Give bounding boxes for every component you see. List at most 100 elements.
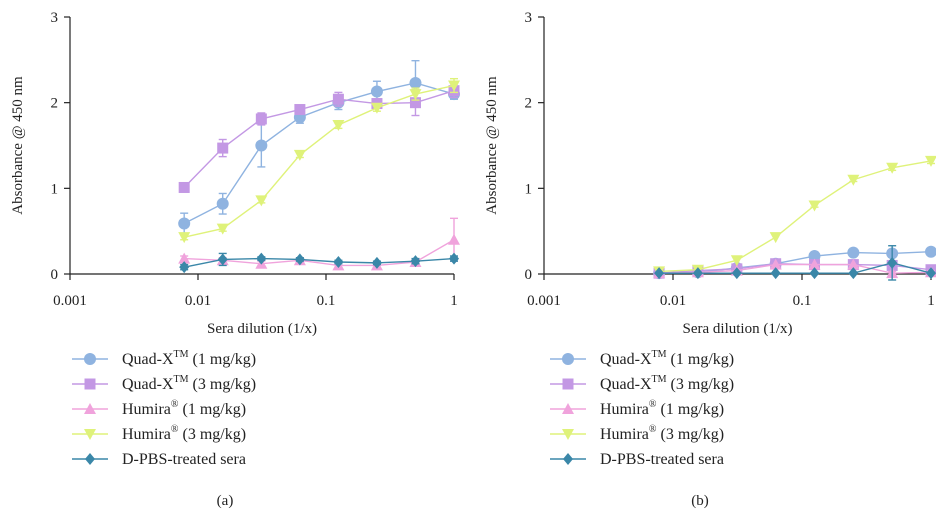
series-line bbox=[183, 82, 455, 225]
x-axis-title: Sera dilution (1/x) bbox=[207, 321, 317, 337]
legend-item: Quad-XTM (1 mg/kg) bbox=[72, 349, 256, 368]
legend-series-name: Humira bbox=[600, 426, 649, 443]
legend-label: Humira® (3 mg/kg) bbox=[600, 424, 724, 443]
y-tick-label: 3 bbox=[525, 10, 533, 26]
legend-item: D-PBS-treated sera bbox=[72, 451, 246, 468]
legend-superscript: TM bbox=[174, 374, 189, 385]
legend-superscript: TM bbox=[652, 374, 667, 385]
data-point bbox=[294, 104, 306, 116]
legend-dose: (1 mg/kg) bbox=[667, 351, 735, 368]
legend-label: Humira® (3 mg/kg) bbox=[122, 424, 246, 443]
legend-label: Quad-XTM (1 mg/kg) bbox=[122, 349, 256, 368]
legend-series-name: Quad-X bbox=[600, 376, 652, 393]
legend-dose: (1 mg/kg) bbox=[178, 401, 246, 418]
data-point bbox=[178, 181, 190, 193]
legend-dose: (1 mg/kg) bbox=[656, 401, 724, 418]
legend-label: Quad-XTM (1 mg/kg) bbox=[600, 349, 734, 368]
series-line bbox=[659, 160, 932, 273]
panel-b: 0 1 2 3 0.001 0.01 0.1 1 Absorbance @ 450 nm Sera… bbox=[484, 10, 936, 509]
data-point bbox=[887, 256, 898, 269]
series-line bbox=[184, 239, 455, 267]
legend-series-name: Quad-X bbox=[600, 351, 652, 368]
x-tick-label: 0.1 bbox=[793, 293, 812, 309]
legend-series-name: Humira bbox=[122, 401, 171, 418]
data-point bbox=[847, 246, 860, 259]
legend-item: Quad-XTM (3 mg/kg) bbox=[550, 374, 734, 393]
legend-item: Humira® (3 mg/kg) bbox=[550, 424, 724, 443]
data-point bbox=[255, 195, 268, 207]
data-point bbox=[769, 258, 782, 270]
legend-dose: (3 mg/kg) bbox=[189, 376, 257, 393]
legend-swatch-marker bbox=[84, 353, 96, 365]
legend-swatch-marker bbox=[562, 403, 574, 414]
y-axis-title: Absorbance @ 450 nm bbox=[484, 76, 500, 215]
legend-swatch-marker bbox=[562, 429, 574, 440]
data-point bbox=[409, 89, 422, 101]
data-point bbox=[409, 97, 421, 109]
data-point bbox=[809, 267, 820, 280]
y-tick-label: 3 bbox=[51, 10, 59, 26]
data-point bbox=[294, 253, 305, 266]
legend-series-name: Quad-X bbox=[122, 351, 174, 368]
data-point bbox=[332, 93, 344, 105]
data-point bbox=[178, 232, 191, 244]
data-point bbox=[847, 174, 860, 186]
legend-superscript: ® bbox=[171, 399, 179, 410]
data-point bbox=[216, 197, 229, 210]
data-point bbox=[179, 261, 190, 274]
x-tick-label: 0.001 bbox=[53, 293, 87, 309]
legend-swatch-marker bbox=[562, 378, 574, 390]
data-point bbox=[925, 245, 936, 258]
legend-dose: (3 mg/kg) bbox=[656, 426, 724, 443]
legend-superscript: ® bbox=[649, 399, 657, 410]
series-line bbox=[183, 90, 455, 188]
data-point bbox=[692, 267, 703, 280]
legend-swatch-marker bbox=[84, 378, 96, 390]
legend-dose: (3 mg/kg) bbox=[178, 426, 246, 443]
x-tick-label: 0.01 bbox=[185, 293, 211, 309]
legend-superscript: TM bbox=[174, 349, 189, 360]
legend-label: D-PBS-treated sera bbox=[600, 451, 724, 468]
series-4 bbox=[179, 252, 459, 274]
data-point bbox=[925, 155, 936, 167]
series-line bbox=[184, 84, 455, 238]
data-point bbox=[769, 232, 782, 244]
y-tick-label: 2 bbox=[525, 96, 533, 112]
legend: Quad-XTM (1 mg/kg)Quad-XTM (3 mg/kg)Humi… bbox=[550, 349, 734, 468]
legend-item: Quad-XTM (1 mg/kg) bbox=[550, 349, 734, 368]
data-point bbox=[178, 252, 191, 264]
data-point bbox=[770, 267, 781, 280]
y-tick-label: 2 bbox=[51, 96, 59, 112]
data-point bbox=[255, 139, 268, 152]
x-tick-label: 1 bbox=[450, 293, 458, 309]
panel-label: (a) bbox=[217, 493, 234, 509]
legend-swatch-marker bbox=[85, 453, 95, 465]
data-point bbox=[255, 113, 267, 125]
legend-label: Humira® (1 mg/kg) bbox=[600, 399, 724, 418]
data-point bbox=[448, 233, 460, 245]
x-tick-label: 1 bbox=[927, 293, 935, 309]
x-tick-label: 0.01 bbox=[660, 293, 686, 309]
data-point bbox=[448, 80, 460, 92]
x-tick-label: 0.001 bbox=[527, 293, 561, 309]
legend-item: Humira® (1 mg/kg) bbox=[72, 399, 246, 418]
data-point bbox=[808, 200, 821, 212]
legend-dose: (1 mg/kg) bbox=[189, 351, 257, 368]
data-point bbox=[178, 217, 191, 230]
legend: Quad-XTM (1 mg/kg)Quad-XTM (3 mg/kg)Humi… bbox=[72, 349, 256, 468]
panel-label: (b) bbox=[691, 493, 709, 509]
data-point bbox=[886, 162, 899, 174]
data-point bbox=[848, 267, 859, 280]
data-point bbox=[216, 223, 229, 235]
x-axis-title: Sera dilution (1/x) bbox=[683, 321, 793, 337]
legend-label: D-PBS-treated sera bbox=[122, 451, 246, 468]
data-point bbox=[256, 252, 267, 265]
data-point bbox=[370, 85, 383, 98]
y-tick-label: 0 bbox=[525, 267, 533, 283]
data-point bbox=[449, 252, 459, 265]
y-tick-label: 1 bbox=[51, 181, 59, 197]
data-point bbox=[410, 255, 421, 268]
legend-item: Humira® (3 mg/kg) bbox=[72, 424, 246, 443]
legend-swatch-marker bbox=[84, 403, 96, 414]
panel-a: 0 1 2 3 0.001 0.01 0.1 1 Absorbance @ 450 nm Sera… bbox=[10, 10, 460, 509]
